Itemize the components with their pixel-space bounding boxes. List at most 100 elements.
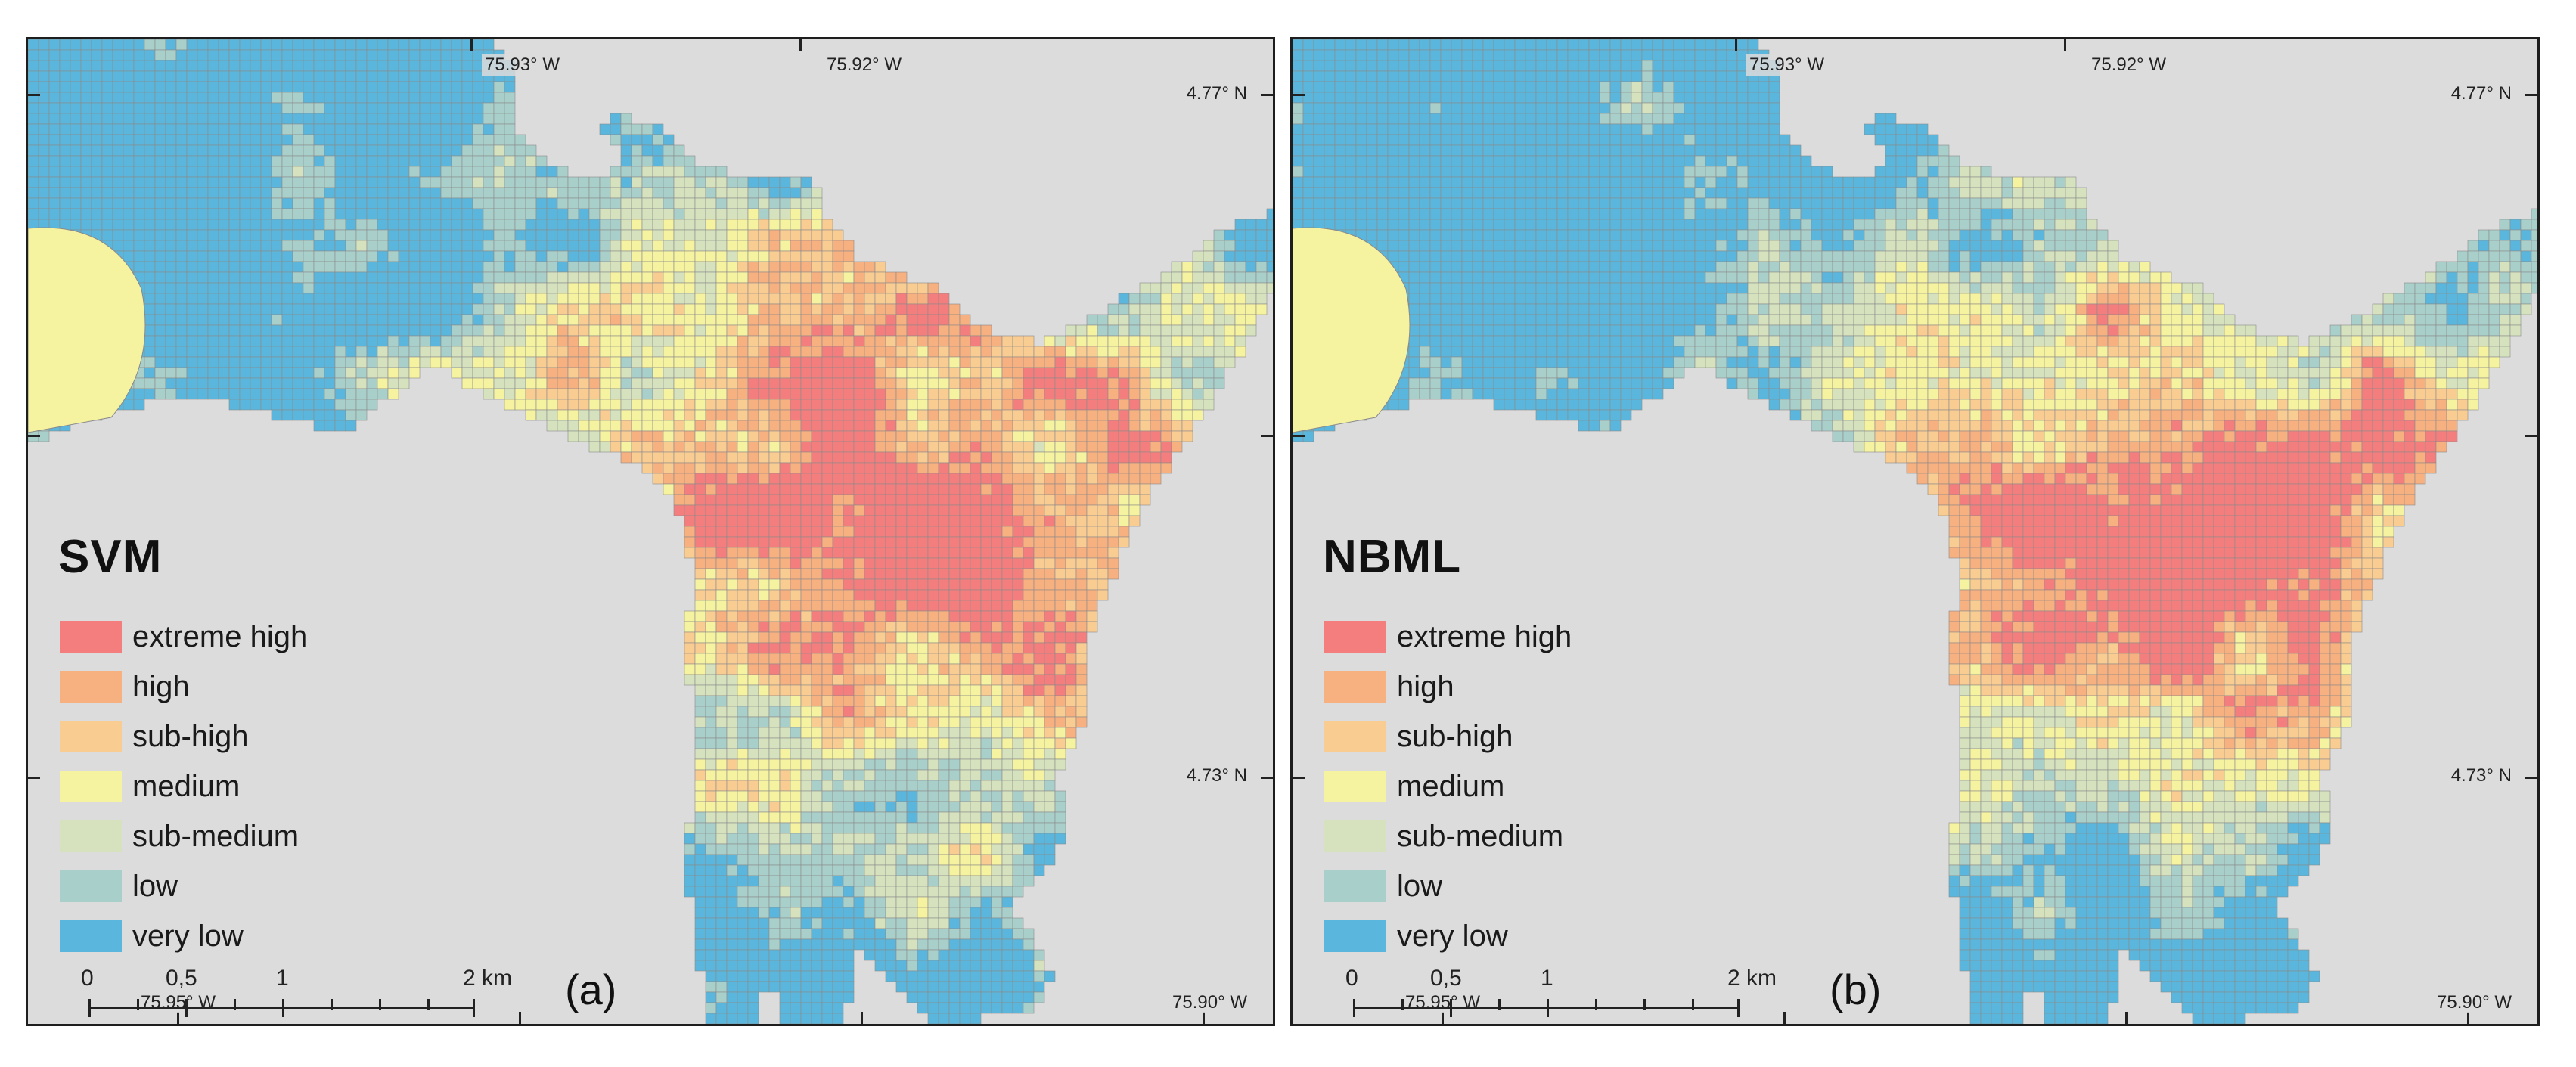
raster-cell bbox=[292, 92, 304, 104]
raster-cell bbox=[906, 801, 918, 813]
raster-cell bbox=[959, 483, 971, 495]
raster-cell bbox=[811, 684, 823, 696]
raster-cell bbox=[864, 938, 876, 951]
raster-cell bbox=[324, 197, 336, 209]
raster-cell bbox=[80, 176, 92, 188]
raster-cell bbox=[821, 293, 833, 305]
raster-cell bbox=[843, 346, 855, 358]
raster-cell bbox=[705, 399, 717, 411]
raster-cell bbox=[885, 504, 897, 516]
raster-cell bbox=[1203, 367, 1215, 379]
raster-cell bbox=[843, 578, 855, 591]
raster-cell bbox=[610, 134, 622, 146]
raster-cell bbox=[715, 706, 728, 718]
raster-cell bbox=[461, 346, 473, 358]
raster-cell bbox=[408, 324, 421, 337]
raster-cell bbox=[144, 377, 156, 389]
raster-cell bbox=[747, 684, 759, 696]
raster-cell bbox=[1033, 780, 1045, 792]
raster-cell bbox=[917, 303, 929, 315]
raster-cell bbox=[1128, 494, 1141, 506]
raster-cell bbox=[790, 377, 802, 389]
raster-cell bbox=[1086, 409, 1098, 421]
raster-cell bbox=[768, 684, 781, 696]
raster-cell bbox=[959, 1013, 971, 1024]
raster-cell bbox=[313, 388, 325, 400]
raster-cell bbox=[472, 293, 484, 305]
raster-cell bbox=[705, 716, 717, 728]
raster-cell bbox=[821, 758, 833, 771]
raster-cell bbox=[726, 578, 738, 591]
raster-cell bbox=[927, 282, 939, 294]
raster-cell bbox=[715, 938, 728, 951]
raster-cell bbox=[821, 229, 833, 241]
raster-cell bbox=[303, 60, 315, 72]
raster-cell bbox=[970, 494, 982, 506]
raster-cell bbox=[747, 801, 759, 813]
raster-cell bbox=[705, 642, 717, 654]
raster-cell bbox=[355, 399, 368, 411]
raster-cell bbox=[874, 473, 886, 485]
raster-cell bbox=[324, 271, 336, 284]
raster-cell bbox=[631, 144, 643, 157]
raster-cell bbox=[864, 674, 876, 686]
raster-cell bbox=[1075, 388, 1088, 400]
raster-cell bbox=[133, 81, 145, 93]
raster-cell bbox=[906, 293, 918, 305]
raster-cell bbox=[821, 981, 833, 993]
raster-cell bbox=[779, 335, 791, 347]
raster-cell bbox=[694, 578, 706, 591]
raster-cell bbox=[832, 526, 844, 538]
raster-cell bbox=[461, 250, 473, 262]
raster-cell bbox=[218, 346, 230, 358]
raster-cell bbox=[726, 674, 738, 686]
raster-cell bbox=[514, 250, 526, 262]
raster-cell bbox=[948, 303, 961, 315]
raster-cell bbox=[292, 176, 304, 188]
raster-cell bbox=[938, 1002, 950, 1014]
raster-cell bbox=[737, 462, 749, 474]
raster-cell bbox=[1107, 324, 1119, 337]
raster-cell bbox=[1255, 219, 1268, 231]
raster-cell bbox=[1075, 441, 1088, 453]
raster-cell bbox=[1065, 441, 1077, 453]
raster-cell bbox=[959, 430, 971, 442]
raster-cell bbox=[927, 653, 939, 665]
raster-cell bbox=[874, 526, 886, 538]
raster-cell bbox=[694, 462, 706, 474]
raster-cell bbox=[228, 187, 241, 199]
raster-cell bbox=[652, 123, 664, 135]
legend-item-extreme-high: extreme high bbox=[60, 612, 307, 662]
raster-cell bbox=[324, 293, 336, 305]
raster-cell bbox=[843, 737, 855, 749]
raster-cell bbox=[853, 716, 865, 728]
raster-cell bbox=[790, 864, 802, 876]
raster-cell bbox=[250, 155, 262, 167]
raster-cell bbox=[345, 81, 357, 93]
raster-cell bbox=[154, 102, 166, 114]
raster-cell bbox=[737, 441, 749, 453]
raster-cell bbox=[1054, 420, 1066, 432]
raster-cell bbox=[747, 282, 759, 294]
raster-cell bbox=[843, 610, 855, 622]
raster-cell bbox=[1012, 335, 1024, 347]
raster-cell bbox=[970, 335, 982, 347]
raster-cell bbox=[1118, 293, 1130, 305]
raster-cell bbox=[154, 388, 166, 400]
raster-cell bbox=[885, 801, 897, 813]
raster-cell bbox=[186, 39, 198, 51]
raster-cell bbox=[843, 780, 855, 792]
raster-cell bbox=[874, 886, 886, 898]
raster-cell bbox=[970, 409, 982, 421]
raster-cell bbox=[165, 208, 177, 220]
raster-cell bbox=[864, 949, 876, 961]
raster-cell bbox=[864, 335, 876, 347]
raster-cell bbox=[620, 388, 632, 400]
raster-cell bbox=[377, 335, 389, 347]
raster-cell bbox=[1023, 854, 1035, 866]
raster-cell bbox=[938, 875, 950, 887]
raster-cell bbox=[758, 631, 770, 644]
raster-cell bbox=[705, 706, 717, 718]
raster-cell bbox=[334, 388, 346, 400]
raster-cell bbox=[207, 282, 219, 294]
